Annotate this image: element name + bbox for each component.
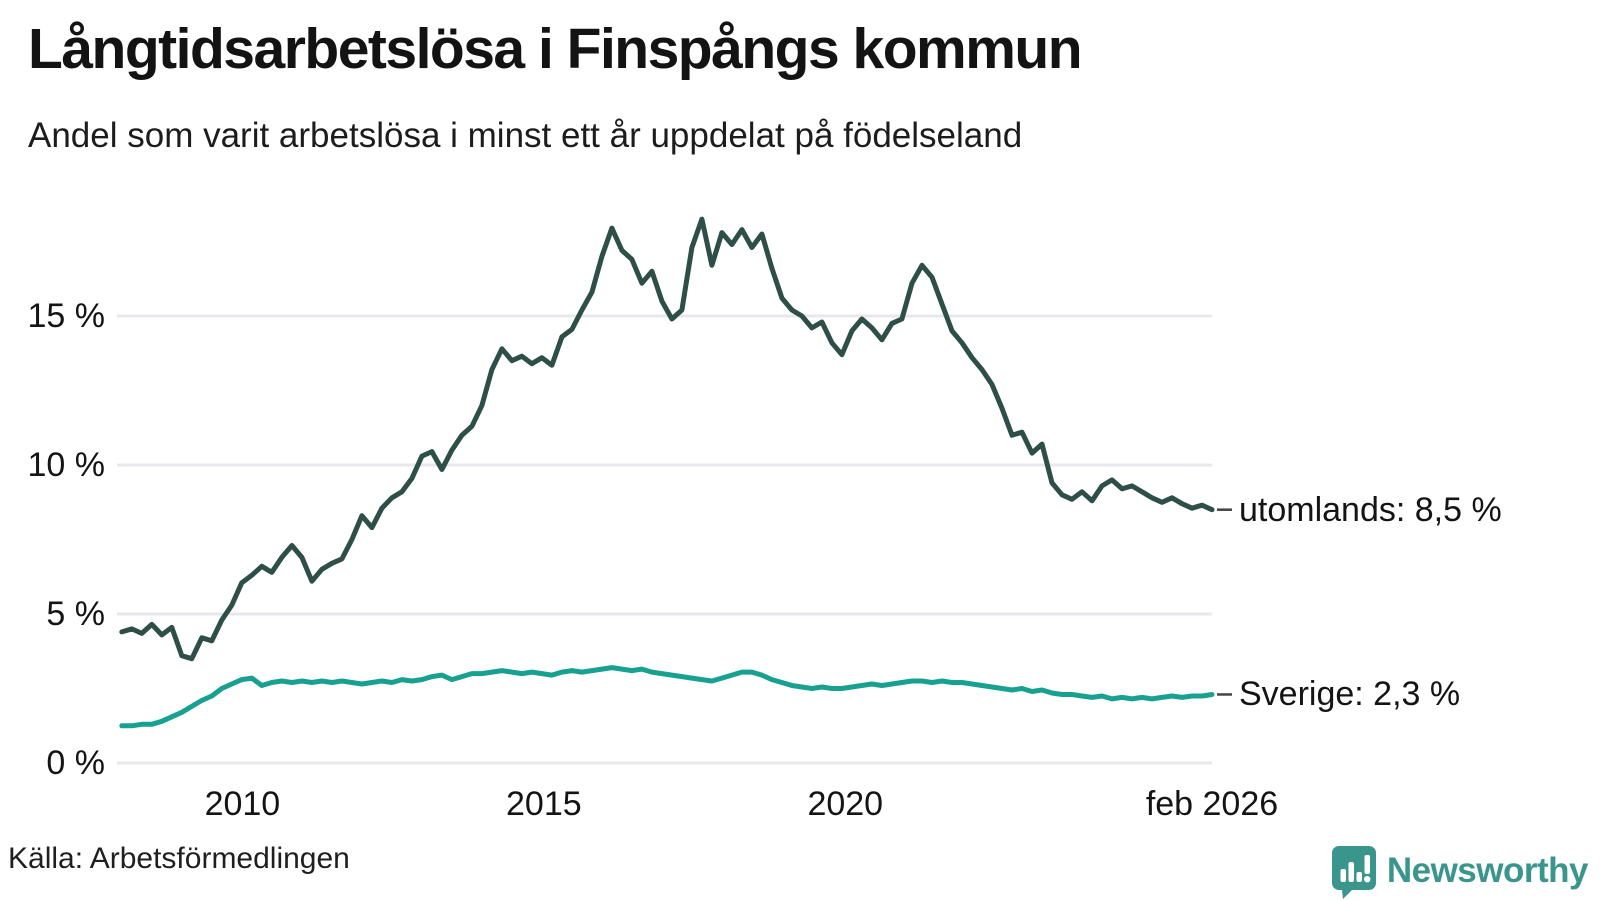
x-tick-label: feb 2026	[1145, 785, 1279, 823]
newsworthy-wordmark: Newsworthy	[1386, 851, 1589, 890]
x-tick-label: 2010	[204, 785, 281, 823]
series-line-utomlands	[119, 216, 1215, 662]
newsworthy-icon	[1331, 846, 1376, 899]
chart-title: Långtidsarbetslösa i Finspångs kommun	[28, 17, 1083, 81]
y-tick-label: 10 %	[27, 446, 106, 484]
newsworthy-logo: Newsworthy	[1331, 843, 1589, 899]
series-label-utomlands: utomlands: 8,5 %	[1239, 490, 1502, 529]
series-line-sverige	[119, 665, 1215, 729]
chart-subtitle: Andel som varit arbetslösa i minst ett å…	[28, 116, 1023, 155]
source-note: Källa: Arbetsförmedlingen	[8, 842, 350, 875]
y-tick-label: 5 %	[46, 595, 105, 633]
y-tick-label: 0 %	[46, 744, 105, 782]
x-tick-label: 2015	[506, 785, 582, 823]
x-tick-label: 2020	[807, 785, 884, 823]
y-tick-label: 15 %	[27, 297, 106, 335]
series-label-sverige: Sverige: 2,3 %	[1239, 675, 1461, 714]
